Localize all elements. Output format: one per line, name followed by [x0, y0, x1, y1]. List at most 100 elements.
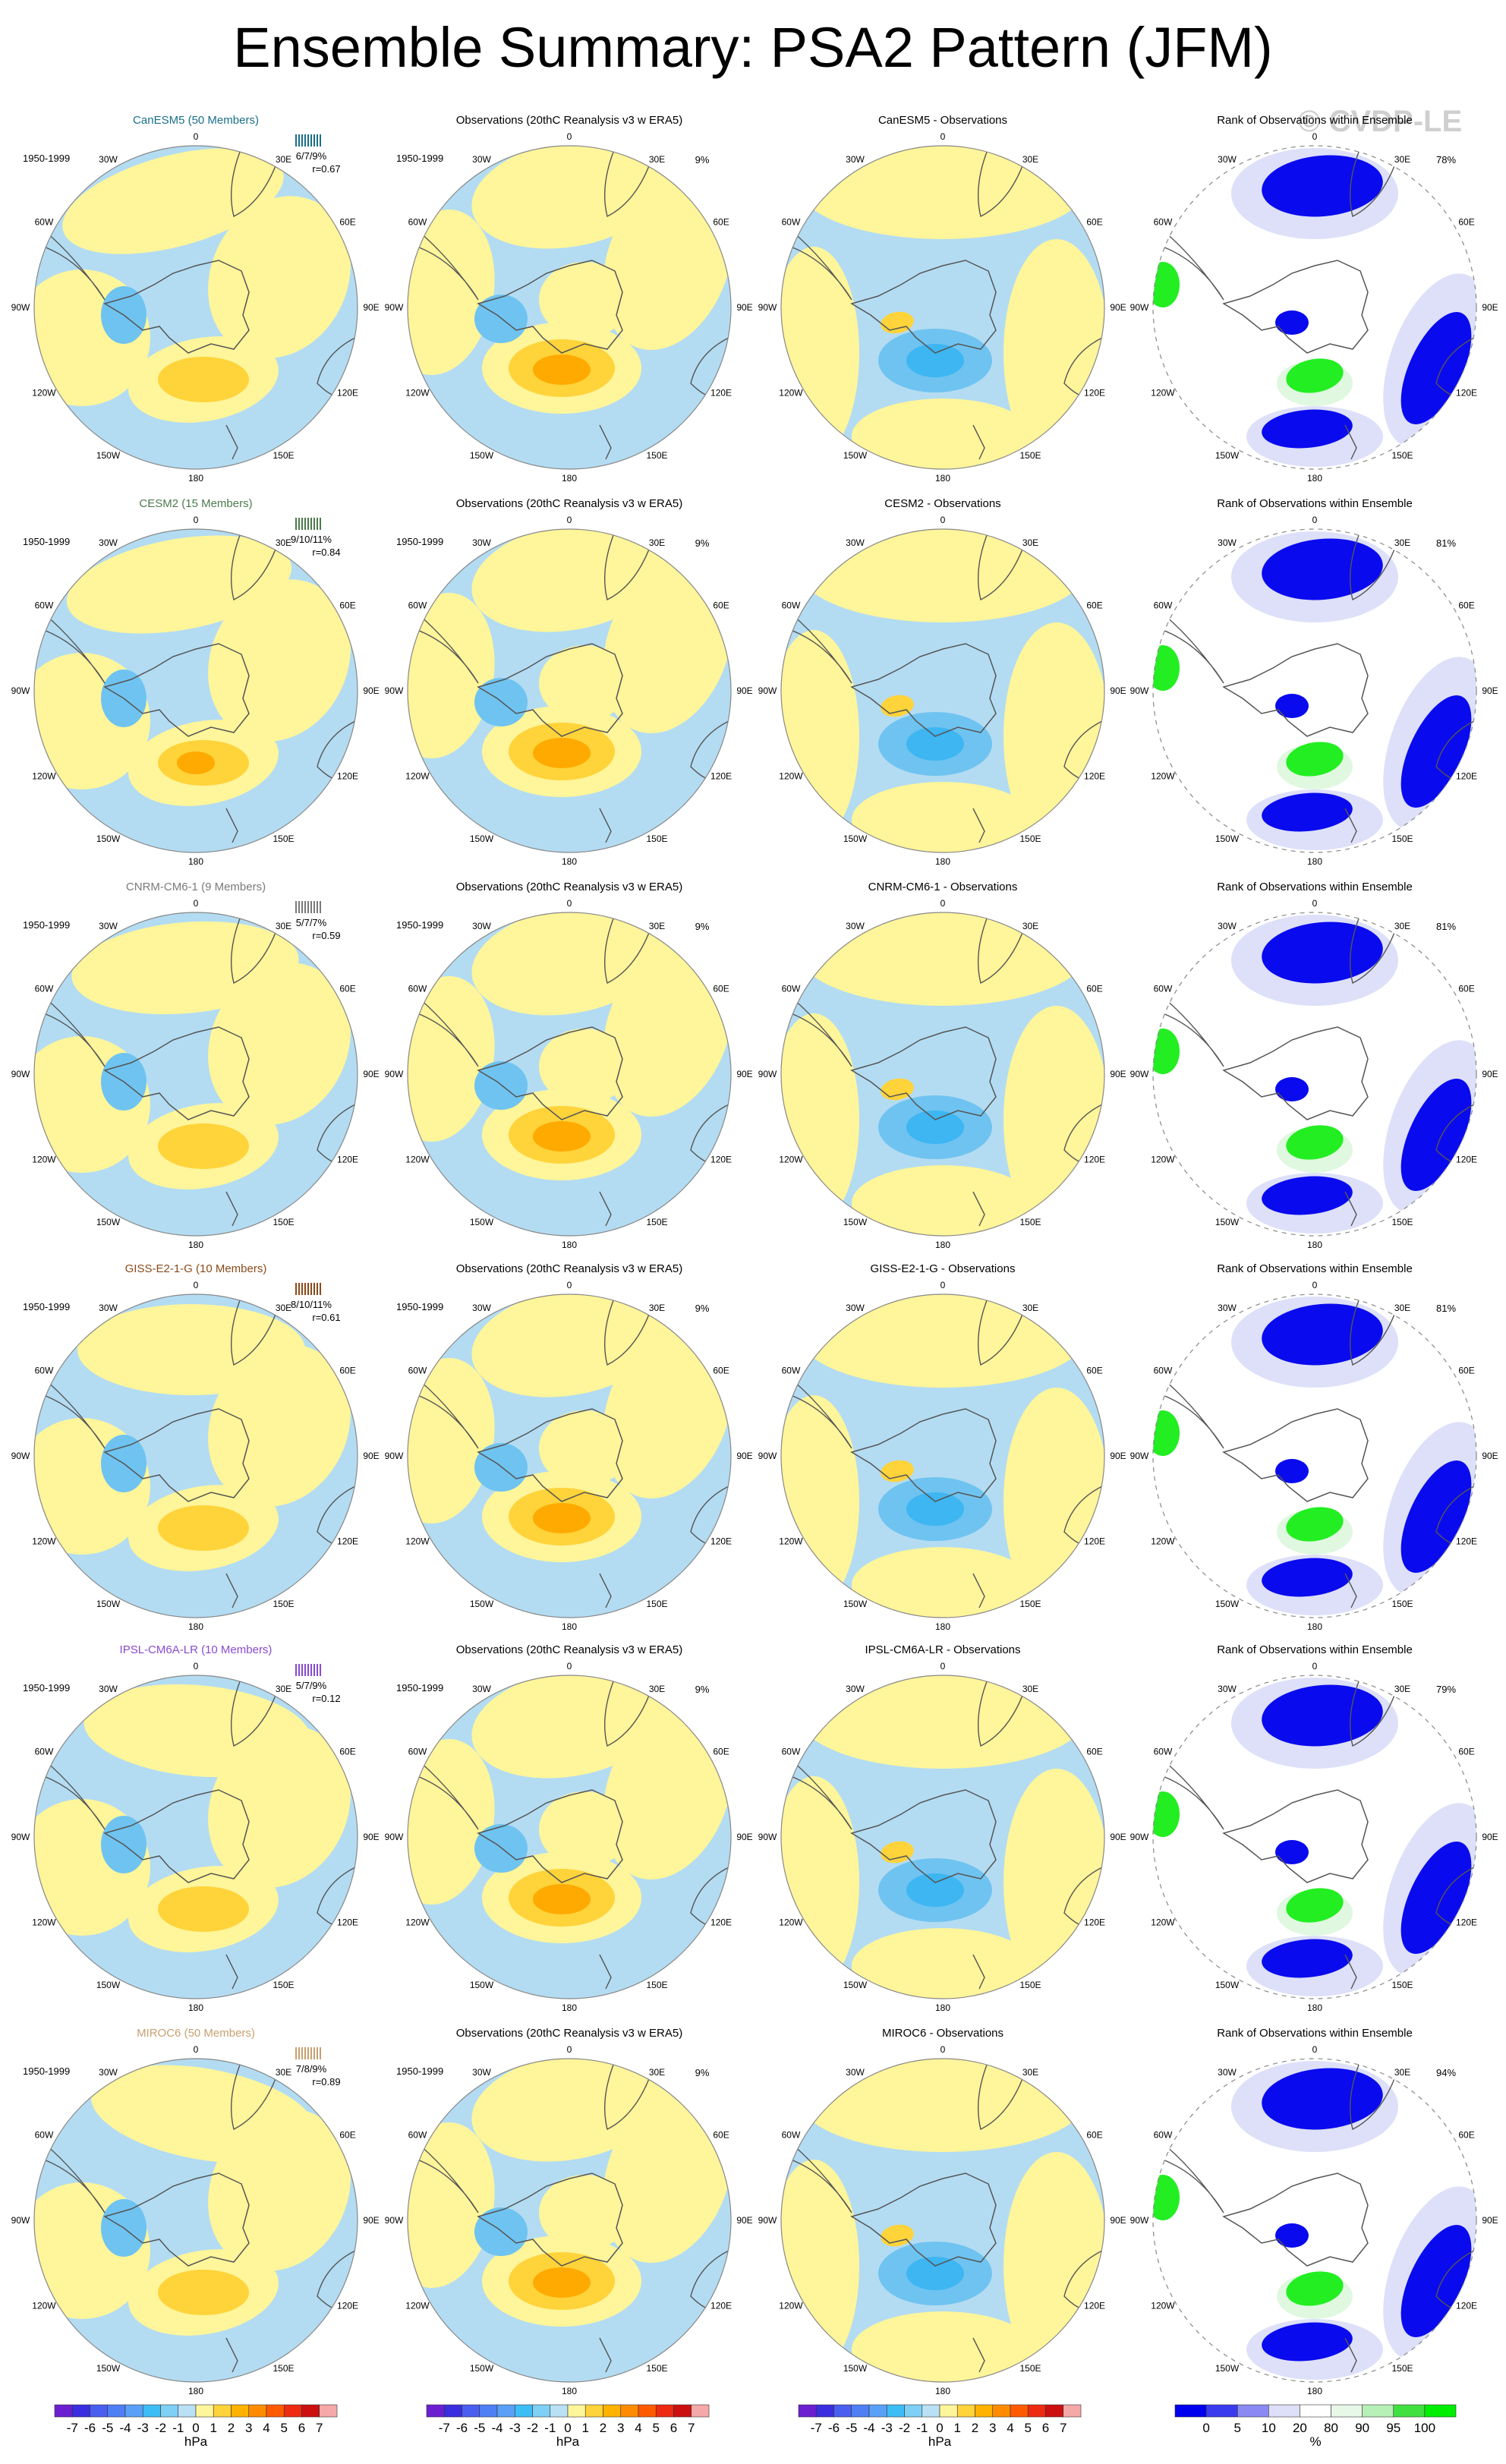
colorbar-tick-label: -3 — [881, 2421, 893, 2435]
longitude-label: 150E — [273, 1217, 294, 1227]
colorbar-tick-label: -7 — [811, 2421, 822, 2435]
longitude-label: 180 — [935, 856, 950, 867]
longitude-label: 90W — [385, 685, 404, 696]
longitude-label: 30W — [99, 921, 118, 931]
longitude-label: 150E — [646, 833, 667, 844]
colorbar-tick-label: 6 — [1042, 2421, 1049, 2435]
longitude-label: 30W — [99, 537, 118, 548]
colorbar-tick-label: -2 — [899, 2421, 910, 2435]
longitude-label: 90E — [1110, 1069, 1126, 1079]
model-pattern-panel: CESM2 (15 Members) 1950-1999 9/10/11% r=0.8… — [11, 497, 380, 867]
longitude-label: 0 — [940, 1280, 946, 1290]
rank-title: Rank of Observations within Ensemble — [1217, 1643, 1413, 1656]
longitude-label: 30E — [1394, 537, 1410, 548]
longitude-label: 180 — [188, 2386, 203, 2396]
longitude-label: 30W — [1218, 921, 1237, 931]
longitude-label: 150W — [96, 1599, 121, 1609]
colorbar-tick-label: -1 — [544, 2421, 556, 2435]
model-label: CNRM-CM6-1 (9 Members) — [126, 881, 266, 893]
longitude-label: 120W — [405, 388, 430, 399]
colorbar-tick-label: 3 — [617, 2421, 624, 2435]
longitude-label: 150W — [843, 1217, 868, 1227]
model-pattern-panel: GISS-E2-1-G (10 Members) 1950-1999 8/10/11… — [11, 1262, 380, 1632]
longitude-label: 180 — [935, 1240, 950, 1250]
longitude-label: 60E — [713, 1366, 729, 1376]
longitude-label: 90W — [11, 1069, 30, 1079]
longitude-label: 120W — [32, 1917, 56, 1928]
row-IPSL-CM6A-LR: IPSL-CM6A-LR (10 Members) 1950-1999 5/7/9%… — [11, 1643, 1498, 2013]
colorbar-swatch — [71, 2404, 90, 2418]
longitude-label: 60W — [1154, 217, 1173, 228]
longitude-label: 30W — [472, 1684, 491, 1694]
longitude-label: 120W — [405, 1917, 430, 1928]
longitude-label: 120E — [710, 1917, 732, 1928]
colorbar-tick-label: 6 — [298, 2421, 305, 2435]
colorbar-unit: % — [1309, 2434, 1321, 2449]
longitude-label: 120E — [337, 1536, 358, 1547]
longitude-label: 60E — [1086, 600, 1102, 611]
rank-title: Rank of Observations within Ensemble — [1217, 497, 1413, 510]
longitude-label: 120E — [1456, 1155, 1477, 1165]
correlation-label: r=0.84 — [312, 547, 340, 558]
longitude-label: 150E — [646, 1980, 667, 1990]
model-label: CanESM5 (50 Members) — [133, 114, 259, 127]
obs-title: Observations (20thC Reanalysis v3 w ERA5… — [456, 497, 682, 510]
longitude-label: 150E — [1391, 1217, 1413, 1227]
longitude-label: 150E — [646, 450, 667, 461]
longitude-label: 30E — [649, 154, 665, 165]
diff-title: CanESM5 - Observations — [878, 114, 1007, 127]
longitude-label: 120W — [779, 1536, 803, 1547]
colorbar-swatch — [655, 2404, 674, 2418]
longitude-label: 60W — [1154, 1747, 1173, 1757]
longitude-label: 0 — [194, 515, 199, 525]
longitude-label: 30E — [1022, 1684, 1038, 1694]
longitude-label: 0 — [1312, 131, 1318, 142]
colorbar-tick-label: -4 — [119, 2421, 131, 2435]
longitude-label: 0 — [1312, 2044, 1318, 2055]
longitude-label: 0 — [567, 515, 572, 525]
longitude-label: 90W — [758, 302, 777, 313]
longitude-label: 30W — [1218, 1684, 1237, 1694]
longitude-label: 120E — [1084, 1536, 1105, 1547]
longitude-label: 120E — [1084, 771, 1105, 782]
row-GISS-E2-1-G: GISS-E2-1-G (10 Members) 1950-1999 8/10/11… — [11, 1262, 1498, 1632]
longitude-label: 120W — [405, 2301, 430, 2311]
model-pattern-panel: IPSL-CM6A-LR (10 Members) 1950-1999 5/7/9%… — [11, 1643, 380, 2013]
longitude-label: 120W — [1151, 771, 1175, 782]
longitude-label: 90W — [385, 2215, 404, 2226]
longitude-label: 30E — [1394, 1684, 1410, 1694]
stats-label: 9/10/11% — [291, 534, 332, 545]
obs-pct-label: 9% — [695, 1303, 710, 1314]
longitude-label: 90W — [758, 1832, 777, 1842]
colorbar-swatch — [584, 2404, 603, 2418]
longitude-label: 180 — [935, 1621, 950, 1632]
colorbar-tick-label: 3 — [245, 2421, 252, 2435]
colorbar-tick-label: -2 — [527, 2421, 538, 2435]
model-pattern-panel: CNRM-CM6-1 (9 Members) 1950-1999 5/7/7% r=0… — [11, 881, 380, 1250]
longitude-label: 60W — [1154, 600, 1173, 611]
stats-label: 8/10/11% — [291, 1299, 332, 1310]
longitude-label: 150E — [1019, 833, 1041, 844]
longitude-label: 60W — [782, 600, 801, 611]
colorbar-swatch — [90, 2404, 109, 2418]
colorbar-tick-label: 1 — [954, 2421, 961, 2435]
longitude-label: 180 — [562, 2002, 577, 2013]
longitude-label: 60E — [1086, 1366, 1102, 1376]
longitude-label: 180 — [1307, 473, 1322, 484]
longitude-label: 60W — [782, 2130, 801, 2141]
colorbar-swatch — [496, 2404, 515, 2418]
longitude-label: 90E — [1110, 2215, 1126, 2226]
longitude-label: 60E — [1458, 1747, 1474, 1757]
longitude-label: 120E — [1084, 1155, 1105, 1165]
longitude-label: 30W — [472, 1303, 491, 1313]
longitude-label: 120W — [405, 1536, 430, 1547]
longitude-label: 30E — [1022, 1303, 1038, 1313]
longitude-label: 120E — [710, 1536, 732, 1547]
longitude-label: 30E — [1394, 2067, 1410, 2078]
colorbar-tick-label: -1 — [172, 2421, 184, 2435]
obs-pct-label: 9% — [695, 537, 710, 549]
longitude-label: 120W — [1151, 1155, 1175, 1165]
longitude-label: 90W — [758, 685, 777, 696]
longitude-label: 30W — [846, 154, 865, 165]
colorbar-swatch — [1010, 2404, 1029, 2418]
